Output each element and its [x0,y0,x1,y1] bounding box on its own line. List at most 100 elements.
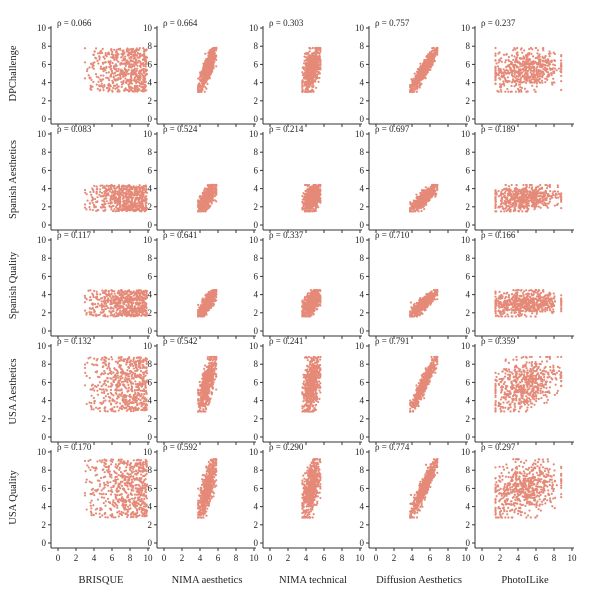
data-point [301,90,304,93]
data-point [495,62,498,65]
y-tick-label: 0 [42,114,47,124]
data-point [207,76,210,79]
data-point [115,200,118,203]
y-tick-label: 8 [466,41,471,51]
data-point [144,198,148,201]
data-point [548,50,551,53]
data-point [144,209,147,212]
data-point [303,183,307,187]
data-point [120,185,124,188]
data-point [512,79,516,82]
data-point [308,46,311,50]
data-point [143,55,146,58]
data-point [126,185,129,188]
data-point [510,62,513,65]
data-point [202,210,205,213]
data-point [128,56,131,60]
data-point [314,184,317,187]
data-point [142,64,145,68]
data-point [205,87,208,90]
data-point [91,85,94,88]
data-point [425,54,429,58]
y-tick-label: 6 [148,59,153,69]
data-point [119,77,122,80]
data-point [140,85,143,88]
data-point [206,183,210,187]
data-point [144,65,147,68]
y-tick-label: 8 [148,41,153,51]
data-point [214,49,218,52]
data-point [210,50,213,53]
y-tick-label: 10 [249,129,259,139]
data-point [426,66,429,69]
data-point [502,80,505,83]
data-point [132,54,135,57]
data-point [108,65,111,69]
data-point [311,193,314,196]
data-point [301,208,304,211]
data-point [318,48,321,51]
data-point [560,88,563,92]
data-point [94,47,98,50]
data-point [546,68,549,71]
y-tick-label: 4 [42,78,47,88]
data-point [546,71,550,74]
data-point [310,63,313,66]
data-point [110,194,113,197]
data-point [313,67,316,70]
data-point [215,65,218,68]
data-point [132,202,135,206]
data-point [105,200,108,203]
data-point [311,197,315,200]
data-point [85,193,88,196]
data-point [89,76,92,79]
data-point [205,197,208,200]
data-point [127,68,130,71]
y-tick-label: 0 [466,114,471,124]
data-point [115,56,118,59]
data-point [108,79,111,82]
data-point [123,73,126,76]
data-point [317,186,320,189]
data-point [516,46,519,50]
data-point [91,201,94,204]
data-point [531,81,534,84]
data-point [139,66,142,69]
data-point [200,87,204,91]
data-point [137,48,140,51]
data-point [128,193,131,196]
data-point [96,87,99,90]
data-point [426,58,429,62]
data-point [532,65,536,69]
data-point [301,71,304,74]
data-point [541,81,544,84]
data-point [109,190,112,193]
data-point [201,81,204,85]
data-point [135,49,138,52]
data-point [124,64,127,67]
data-point [97,76,100,79]
data-point [502,72,505,75]
data-point [197,210,200,213]
data-point [128,64,131,67]
data-point [127,62,131,65]
data-point [91,208,94,212]
data-point [142,194,145,197]
data-point [209,71,212,74]
data-point [541,47,545,50]
data-point [505,66,508,69]
data-point [209,183,212,187]
data-point [113,187,116,190]
data-point [205,192,208,195]
data-point [204,86,207,89]
y-tick-label: 10 [37,23,47,33]
data-point [102,66,106,69]
data-point [537,61,540,65]
data-point [139,52,142,55]
data-point [128,86,131,89]
data-point [104,69,107,72]
data-point [109,64,113,68]
data-point [309,83,312,87]
data-point [100,82,103,85]
data-point [306,205,309,208]
